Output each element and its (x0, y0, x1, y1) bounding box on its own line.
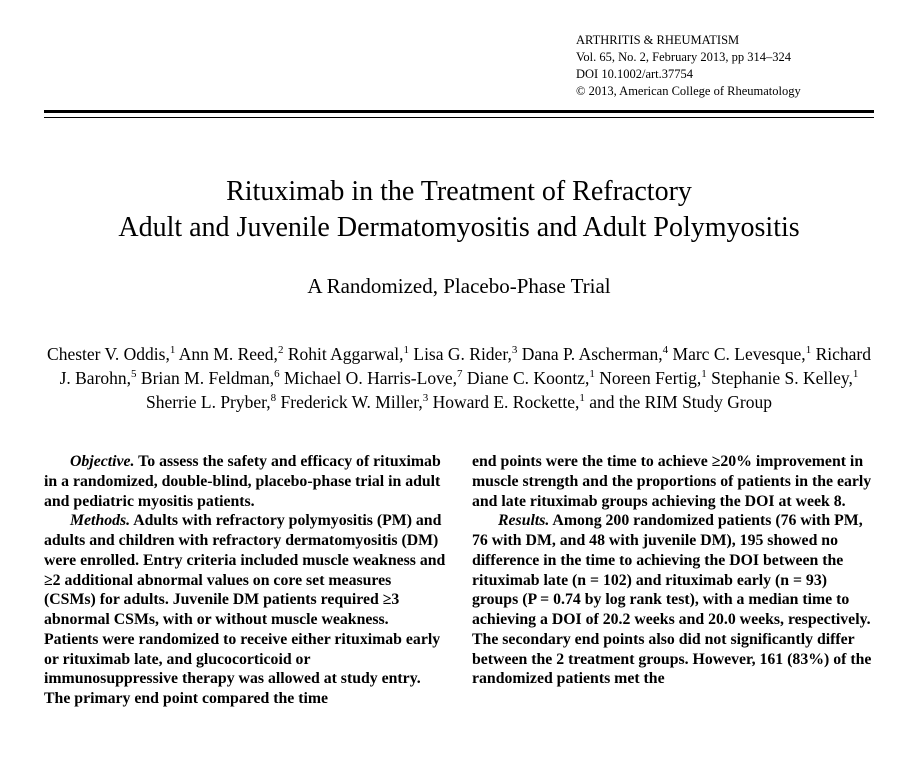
journal-header-block: ARTHRITIS & RHEUMATISM Vol. 65, No. 2, F… (576, 32, 874, 100)
journal-issue: Vol. 65, No. 2, February 2013, pp 314–32… (576, 49, 874, 66)
journal-copyright: © 2013, American College of Rheumatology (576, 83, 874, 100)
abstract-col2-continuation: end points were the time to achieve ≥20%… (472, 452, 874, 511)
abstract-objective: Objective. To assess the safety and effi… (44, 452, 446, 511)
horizontal-rule-thick (44, 110, 874, 113)
abstract-methods: Methods. Adults with refractory polymyos… (44, 511, 446, 708)
article-title: Rituximab in the Treatment of Refractory… (44, 174, 874, 247)
journal-name: ARTHRITIS & RHEUMATISM (576, 32, 874, 49)
methods-text: Adults with refractory polymyositis (PM)… (44, 512, 445, 707)
title-line-2: Adult and Juvenile Dermatomyositis and A… (118, 212, 799, 243)
methods-label: Methods. (70, 512, 130, 529)
author-list: Chester V. Oddis,1 Ann M. Reed,2 Rohit A… (44, 343, 874, 414)
col2-top-text: end points were the time to achieve ≥20%… (472, 453, 871, 509)
article-subtitle: A Randomized, Placebo-Phase Trial (44, 274, 874, 299)
journal-doi: DOI 10.1002/art.37754 (576, 66, 874, 83)
results-text: Among 200 randomized patients (76 with P… (472, 512, 871, 687)
abstract-results: Results. Among 200 randomized patients (… (472, 511, 874, 689)
abstract-columns: Objective. To assess the safety and effi… (44, 452, 874, 709)
title-line-1: Rituximab in the Treatment of Refractory (226, 176, 692, 207)
horizontal-rule-thin (44, 117, 874, 118)
journal-page: ARTHRITIS & RHEUMATISM Vol. 65, No. 2, F… (0, 0, 918, 709)
results-label: Results. (498, 512, 549, 529)
objective-label: Objective. (70, 453, 134, 470)
